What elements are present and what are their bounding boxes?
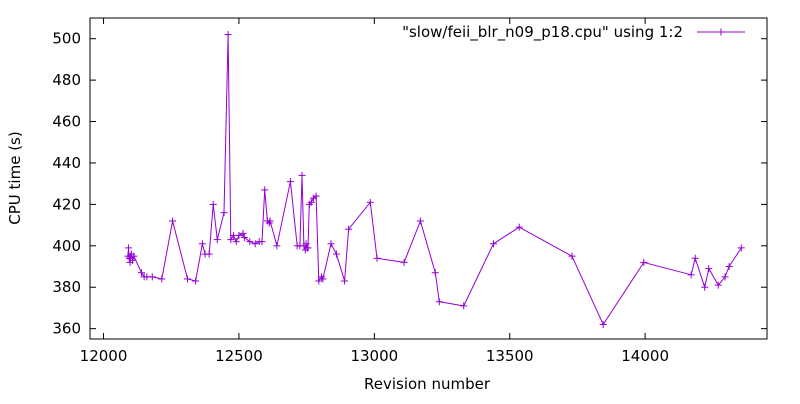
y-tick-label: 440 — [52, 154, 81, 172]
data-point-marker — [315, 277, 323, 285]
data-point-marker — [701, 283, 709, 291]
legend-marker — [717, 28, 725, 36]
data-point-marker — [169, 217, 177, 225]
data-point-marker — [124, 244, 132, 252]
data-point-marker — [286, 178, 294, 186]
data-point-marker — [366, 198, 374, 206]
data-point-marker — [198, 240, 206, 248]
data-point-marker — [304, 244, 312, 252]
data-point-marker — [298, 171, 306, 179]
data-point-marker — [258, 238, 266, 246]
data-point-marker — [373, 254, 381, 262]
y-tick-label: 460 — [52, 113, 81, 131]
legend: "slow/feii_blr_n09_p18.cpu" using 1:2 — [402, 23, 745, 42]
data-point-marker — [192, 277, 200, 285]
data-point-marker — [183, 275, 191, 283]
data-point-marker — [266, 217, 274, 225]
series-line — [127, 34, 742, 326]
data-point-marker — [714, 281, 722, 289]
y-axis-label: CPU time (s) — [6, 131, 24, 224]
data-point-marker — [137, 269, 145, 277]
data-point-marker — [721, 273, 729, 281]
data-point-marker — [416, 217, 424, 225]
data-point-marker — [400, 258, 408, 266]
data-point-marker — [307, 198, 315, 206]
data-point-marker — [640, 258, 648, 266]
x-tick-label: 13500 — [486, 347, 534, 365]
x-axis-label: Revision number — [364, 375, 491, 393]
tick-marks: 12000 12500 13000 13500 14000 360 380 400 420 440… — [52, 18, 767, 365]
data-point-marker — [240, 234, 248, 242]
data-point-marker — [515, 223, 523, 231]
plot-border — [89, 17, 768, 340]
y-tick-label: 360 — [52, 320, 81, 338]
data-point-marker — [213, 236, 221, 244]
y-tick-label: 380 — [52, 278, 81, 296]
data-point-marker — [129, 256, 137, 264]
x-tick-label: 12500 — [215, 347, 263, 365]
data-point-marker — [332, 250, 340, 258]
data-point-marker — [158, 275, 166, 283]
axes — [89, 17, 768, 340]
data-point-marker — [224, 31, 232, 39]
data-point-marker — [435, 298, 443, 306]
data-point-marker — [345, 225, 353, 233]
data-point-marker — [273, 242, 281, 250]
data-point-marker — [239, 229, 247, 237]
x-tick-label: 12000 — [80, 347, 128, 365]
data-point-marker — [568, 252, 576, 260]
data-point-marker — [599, 321, 607, 329]
data-point-marker — [235, 231, 243, 239]
data-point-marker — [251, 240, 259, 248]
data-point-marker — [130, 252, 138, 260]
y-tick-label: 400 — [52, 237, 81, 255]
data-point-marker — [431, 269, 439, 277]
y-tick-label: 480 — [52, 71, 81, 89]
data-point-marker — [220, 209, 228, 217]
y-tick-label: 500 — [52, 30, 81, 48]
data-point-marker — [246, 238, 254, 246]
y-tick-label: 420 — [52, 195, 81, 213]
data-point-marker — [302, 240, 310, 248]
data-point-marker — [319, 275, 327, 283]
x-tick-label: 14000 — [621, 347, 669, 365]
data-point-marker — [261, 186, 269, 194]
data-point-marker — [209, 200, 217, 208]
data-point-marker — [232, 238, 240, 246]
legend-label: "slow/feii_blr_n09_p18.cpu" using 1:2 — [402, 23, 683, 42]
data-point-marker — [737, 244, 745, 252]
x-tick-label: 13000 — [350, 347, 398, 365]
data-point-marker — [341, 277, 349, 285]
data-point-marker — [312, 192, 320, 200]
data-point-marker — [725, 263, 733, 271]
data-point-marker — [227, 236, 235, 244]
data-point-marker — [489, 240, 497, 248]
data-point-marker — [705, 265, 713, 273]
data-point-marker — [148, 273, 156, 281]
data-point-marker — [460, 302, 468, 310]
data-point-marker — [691, 254, 699, 262]
series-layer — [124, 31, 745, 329]
data-point-marker — [327, 240, 335, 248]
data-point-marker — [205, 250, 213, 258]
data-point-marker — [687, 271, 695, 279]
